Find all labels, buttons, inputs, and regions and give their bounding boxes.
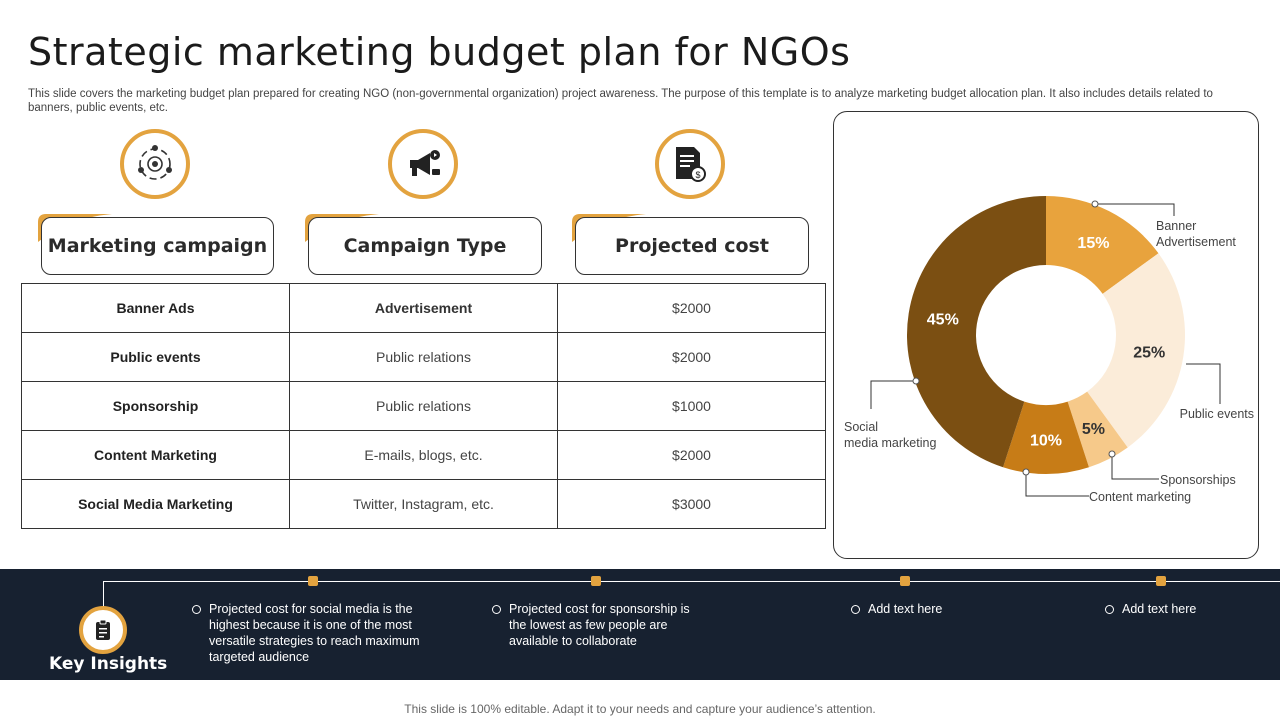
cost-cell: $2000 [557,332,826,382]
cost-cell: $2000 [557,430,826,480]
cost-cell: $2000 [557,283,826,333]
bullet-icon [492,605,501,614]
leader-dot-sponsorships [1108,450,1116,458]
timeline-marker [900,576,910,586]
timeline-line [103,581,1280,582]
insight-item: Add text here [851,601,1001,617]
key-insights-band: Key Insights Projected cost for social m… [0,569,1280,680]
donut-slice-banner-advertisement [1046,196,1159,294]
table-row: Banner Ads Advertisement $2000 [21,283,826,333]
campaign-cell: Sponsorship [21,381,290,431]
insight-item: Projected cost for sponsorship is the lo… [492,601,702,649]
campaign-cell: Banner Ads [21,283,290,333]
leader-dot-social-media-marketing [912,377,920,385]
footer-note: This slide is 100% editable. Adapt it to… [404,702,876,716]
page-title: Strategic marketing budget plan for NGOs [28,30,851,74]
data-label-social-media-marketing: 45% [927,312,959,329]
data-label-content-marketing: 10% [1030,433,1062,450]
type-cell: Public relations [289,332,558,382]
insight-text: Projected cost for sponsorship is the lo… [509,602,690,648]
donut-slice-public-events [1087,253,1185,448]
type-cell: Public relations [289,381,558,431]
category-label-social-media-marketing: Social media marketing [844,420,936,450]
bullet-icon [192,605,201,614]
insight-item: Add text here [1105,601,1255,617]
insight-item: Projected cost for social media is the h… [192,601,442,665]
table-row: Public events Public relations $2000 [21,332,826,382]
table-row: Sponsorship Public relations $1000 [21,381,826,431]
table-row: Content Marketing E-mails, blogs, etc. $… [21,430,826,480]
type-cell: Advertisement [289,283,558,333]
category-label-content-marketing: Content marketing [1089,490,1191,504]
timeline-marker [1156,576,1166,586]
category-label-sponsorships: Sponsorships [1160,473,1236,487]
table-row: Social Media Marketing Twitter, Instagra… [21,479,826,529]
campaign-cell: Public events [21,332,290,382]
donut-chart: 15% 25% 5% 10% 45% Banner Advertisement Public … [844,196,1254,504]
campaign-cell: Social Media Marketing [21,479,290,529]
megaphone-icon [388,129,458,199]
cost-cell: $3000 [557,479,826,529]
timeline-marker [308,576,318,586]
leader-dot-content-marketing [1022,468,1030,476]
bullet-icon [851,605,860,614]
data-label-public-events: 25% [1133,344,1165,361]
insight-text: Add text here [868,602,943,616]
donut-slice-social-media-marketing [906,196,1046,468]
clipboard-icon [79,606,127,654]
leader-line-social-media-marketing [870,380,916,409]
donut-slice-content-marketing [1003,401,1089,474]
leader-line-public-events [1186,363,1221,404]
timeline-marker [591,576,601,586]
marketing-cycle-icon [120,129,190,199]
leader-line-sponsorships [1111,454,1159,480]
insight-text: Add text here [1122,602,1197,616]
type-cell: E-mails, blogs, etc. [289,430,558,480]
timeline-connector [103,581,104,607]
insight-text: Projected cost for social media is the h… [209,602,420,664]
cost-cell: $1000 [557,381,826,431]
svg-text:$: $ [695,170,700,180]
data-label-sponsorships: 5% [1082,421,1105,438]
category-label-public-events: Public events [1180,407,1254,421]
category-label-banner-advertisement: Banner Advertisement [1156,219,1236,249]
header-projected-cost: Projected cost [575,217,809,275]
leader-line-banner-advertisement [1095,203,1175,216]
key-insights-heading: Key Insights [49,654,168,674]
document-cost-icon: $ [655,129,725,199]
header-marketing-campaign: Marketing campaign [41,217,274,275]
budget-table: Banner Ads Advertisement $2000 Public ev… [21,283,826,529]
header-campaign-type: Campaign Type [308,217,542,275]
donut-slice-sponsorships [1067,391,1128,468]
leader-dot-banner-advertisement [1091,200,1099,208]
bullet-icon [1105,605,1114,614]
page-subtitle: This slide covers the marketing budget p… [28,88,1213,114]
leader-line-content-marketing [1025,472,1089,497]
campaign-cell: Content Marketing [21,430,290,480]
type-cell: Twitter, Instagram, etc. [289,479,558,529]
data-label-banner-advertisement: 15% [1077,235,1109,252]
donut-chart-panel: 15% 25% 5% 10% 45% Banner Advertisement Public … [833,111,1259,559]
